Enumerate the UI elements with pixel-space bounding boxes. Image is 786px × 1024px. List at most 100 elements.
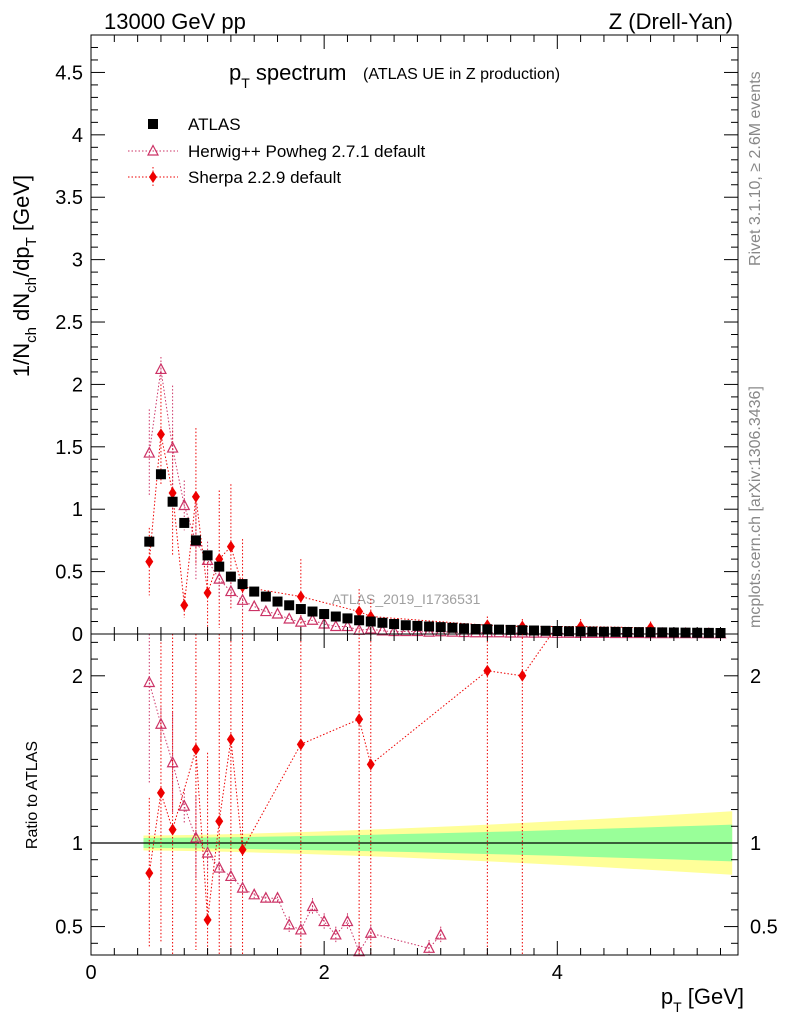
sherpa-point [145,555,154,568]
ratio-herwig-point [189,831,202,843]
sherpa-point [296,590,305,603]
sherpa-point [355,605,364,618]
atlas-point [412,620,423,631]
herwig-point [166,441,179,453]
sherpa-point [156,428,165,441]
ratio-y-tick-label-right: 0.5 [750,917,778,939]
atlas-point [214,561,225,572]
herwig-point [259,604,272,617]
ratio-y-tick-label-right: 1 [750,833,761,855]
atlas-point [144,536,155,547]
y-tick-label: 1 [72,499,83,521]
atlas-point [179,517,190,528]
header-left: 13000 GeV pp [104,9,246,34]
atlas-point [307,606,318,617]
atlas-point [400,620,411,631]
ratio-sherpa-point [203,913,212,926]
chart-title-note: (ATLAS UE in Z production) [363,66,560,83]
ratio-herwig-point [318,914,331,927]
ratio-sherpa-point [238,843,247,856]
ratio-sherpa-point [483,664,492,677]
herwig-point [213,572,226,584]
ratio-herwig-point [213,861,226,873]
legend-atlas-label: ATLAS [188,115,241,134]
y-tick-label: 3 [72,250,83,272]
ratio-sherpa-point [168,823,177,836]
ratio-herwig-point [236,881,249,893]
atlas-point [563,626,574,637]
y-tick-label: 2 [72,374,83,396]
atlas-point [540,625,551,636]
ratio-sherpa-point [215,815,224,828]
atlas-point [424,621,435,632]
atlas-point [633,627,644,638]
ratio-herwig-point [423,941,436,953]
ratio-herwig-point [271,891,284,903]
y-axis-label: 1/Nch dNch/dpT [GeV] [9,175,40,377]
x-tick-label: 0 [85,962,96,984]
herwig-point [283,612,296,624]
ratio-sherpa-point [156,786,165,799]
ratio-sherpa-point [226,733,235,746]
legend-herwig-label: Herwig++ Powheg 2.7.1 default [188,142,425,161]
legend-atlas-marker [148,119,158,129]
y-tick-label: 0.5 [55,562,83,584]
atlas-point [237,579,248,590]
herwig-point [399,624,412,637]
atlas-point [295,604,306,615]
ratio-y-tick-label-right: 2 [750,666,761,688]
ratio-herwig-point [259,891,272,903]
atlas-point [319,609,330,620]
atlas-point [330,611,341,622]
ratio-sherpa-point [366,758,375,771]
ratio-herwig-point [364,926,377,938]
ratio-herwig-point [353,944,366,957]
x-axis-label: pT [GeV] [661,984,744,1015]
x-tick-label: 4 [552,962,563,984]
y-tick-label: 4.5 [55,62,83,84]
ratio-sherpa-point [518,669,527,682]
ratio-y-tick-label: 0.5 [55,917,83,939]
ratio-sherpa-line [148,633,552,920]
ratio-herwig-point [283,918,296,930]
ratio-herwig-point [341,914,354,927]
ratio-y-tick-label: 1 [72,833,83,855]
ratio-frame [90,633,739,956]
ratio-herwig-point [224,869,237,882]
sherpa-point [191,490,200,503]
atlas-point [680,627,691,638]
ratio-herwig-point [248,888,261,900]
ratio-panel: 0.5 0.5 1 1 2 2 0 2 4 Ratio to ATLAS pT [GeV] [24,633,778,1015]
atlas-point [342,613,353,624]
titles: pT spectrum (ATLAS UE in Z production) [229,60,560,91]
herwig-point [154,362,167,375]
y-tick-label: 0 [72,624,83,646]
atlas-point [703,627,714,638]
y-tick-label: 4 [72,125,83,147]
atlas-point [517,625,528,636]
atlas-point [494,624,505,635]
atlas-point [657,627,668,638]
herwig-point [376,624,389,636]
ratio-herwig-point [178,799,191,811]
ratio-y-tick-label: 2 [72,666,83,688]
y-tick-label: 3.5 [55,187,83,209]
herwig-point [236,593,249,605]
ratio-herwig-point [166,755,179,768]
legend: ATLAS Herwig++ Powheg 2.7.1 default Sherpa… [128,115,425,187]
herwig-point [224,584,237,597]
atlas-point [610,626,621,637]
herwig-point [294,615,307,627]
sherpa-point [180,599,189,612]
sherpa-point [168,486,177,499]
legend-sherpa-marker [149,171,157,183]
atlas-point [272,596,283,607]
ratio-y-axis-label: Ratio to ATLAS [24,741,41,849]
herwig-point [329,619,342,632]
atlas-point [447,622,458,633]
ratio-herwig-point [154,717,167,729]
herwig-point [271,607,284,619]
ratio-sherpa-point [355,713,364,726]
herwig-point [178,498,191,511]
